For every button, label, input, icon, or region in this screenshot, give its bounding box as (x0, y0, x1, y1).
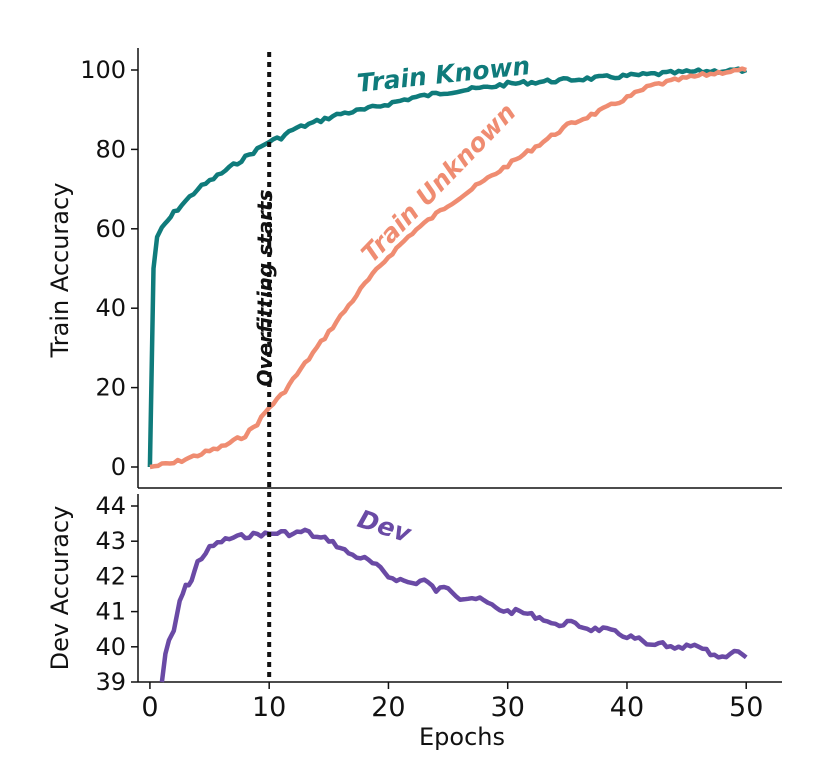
watermark: 掘金技术社区 @ X2046 (601, 721, 818, 745)
dev-y-ticks: 39 40 41 42 43 44 (95, 492, 138, 696)
x-tick-label: 40 (610, 692, 644, 723)
overfitting-label: Overfitting starts (253, 189, 277, 386)
train-known-line (147, 66, 748, 468)
train-y-tick-label: 60 (95, 215, 126, 243)
train-unknown-line (149, 66, 747, 470)
x-tick-label: 0 (141, 692, 158, 723)
train-known-label: Train Known (356, 51, 532, 98)
dev-series (159, 527, 748, 683)
dev-y-tick-label: 43 (95, 527, 126, 555)
train-unknown-label: Train Unknown (355, 98, 521, 269)
train-y-tick-label: 0 (111, 453, 126, 481)
train-y-tick-label: 40 (95, 294, 126, 322)
train-y-axis-label: Train Accuracy (46, 183, 74, 359)
dev-y-tick-label: 41 (95, 598, 126, 626)
dev-y-axis-label: Dev Accuracy (46, 506, 74, 671)
dev-y-tick-label: 40 (95, 633, 126, 661)
dev-x-ticks: 0 10 20 30 40 50 (141, 682, 763, 723)
train-y-tick-label: 100 (80, 56, 126, 84)
dev-accuracy-panel: 39 40 41 42 43 44 0 10 20 30 40 50 Dev Accuracy Ep… (46, 492, 782, 751)
train-y-ticks: 0 20 40 60 80 100 (80, 56, 138, 481)
train-series (147, 66, 748, 470)
dev-y-tick-label: 42 (95, 562, 126, 590)
train-y-tick-label: 20 (95, 374, 126, 402)
x-axis-label: Epochs (419, 723, 505, 751)
dev-y-tick-label: 39 (95, 668, 126, 696)
x-tick-label: 20 (371, 692, 405, 723)
x-tick-label: 30 (491, 692, 525, 723)
dev-y-tick-label: 44 (95, 492, 126, 520)
dev-label: Dev (354, 504, 415, 548)
x-tick-label: 50 (729, 692, 763, 723)
dev-line (159, 527, 748, 683)
x-tick-label: 10 (252, 692, 286, 723)
train-y-tick-label: 80 (95, 135, 126, 163)
